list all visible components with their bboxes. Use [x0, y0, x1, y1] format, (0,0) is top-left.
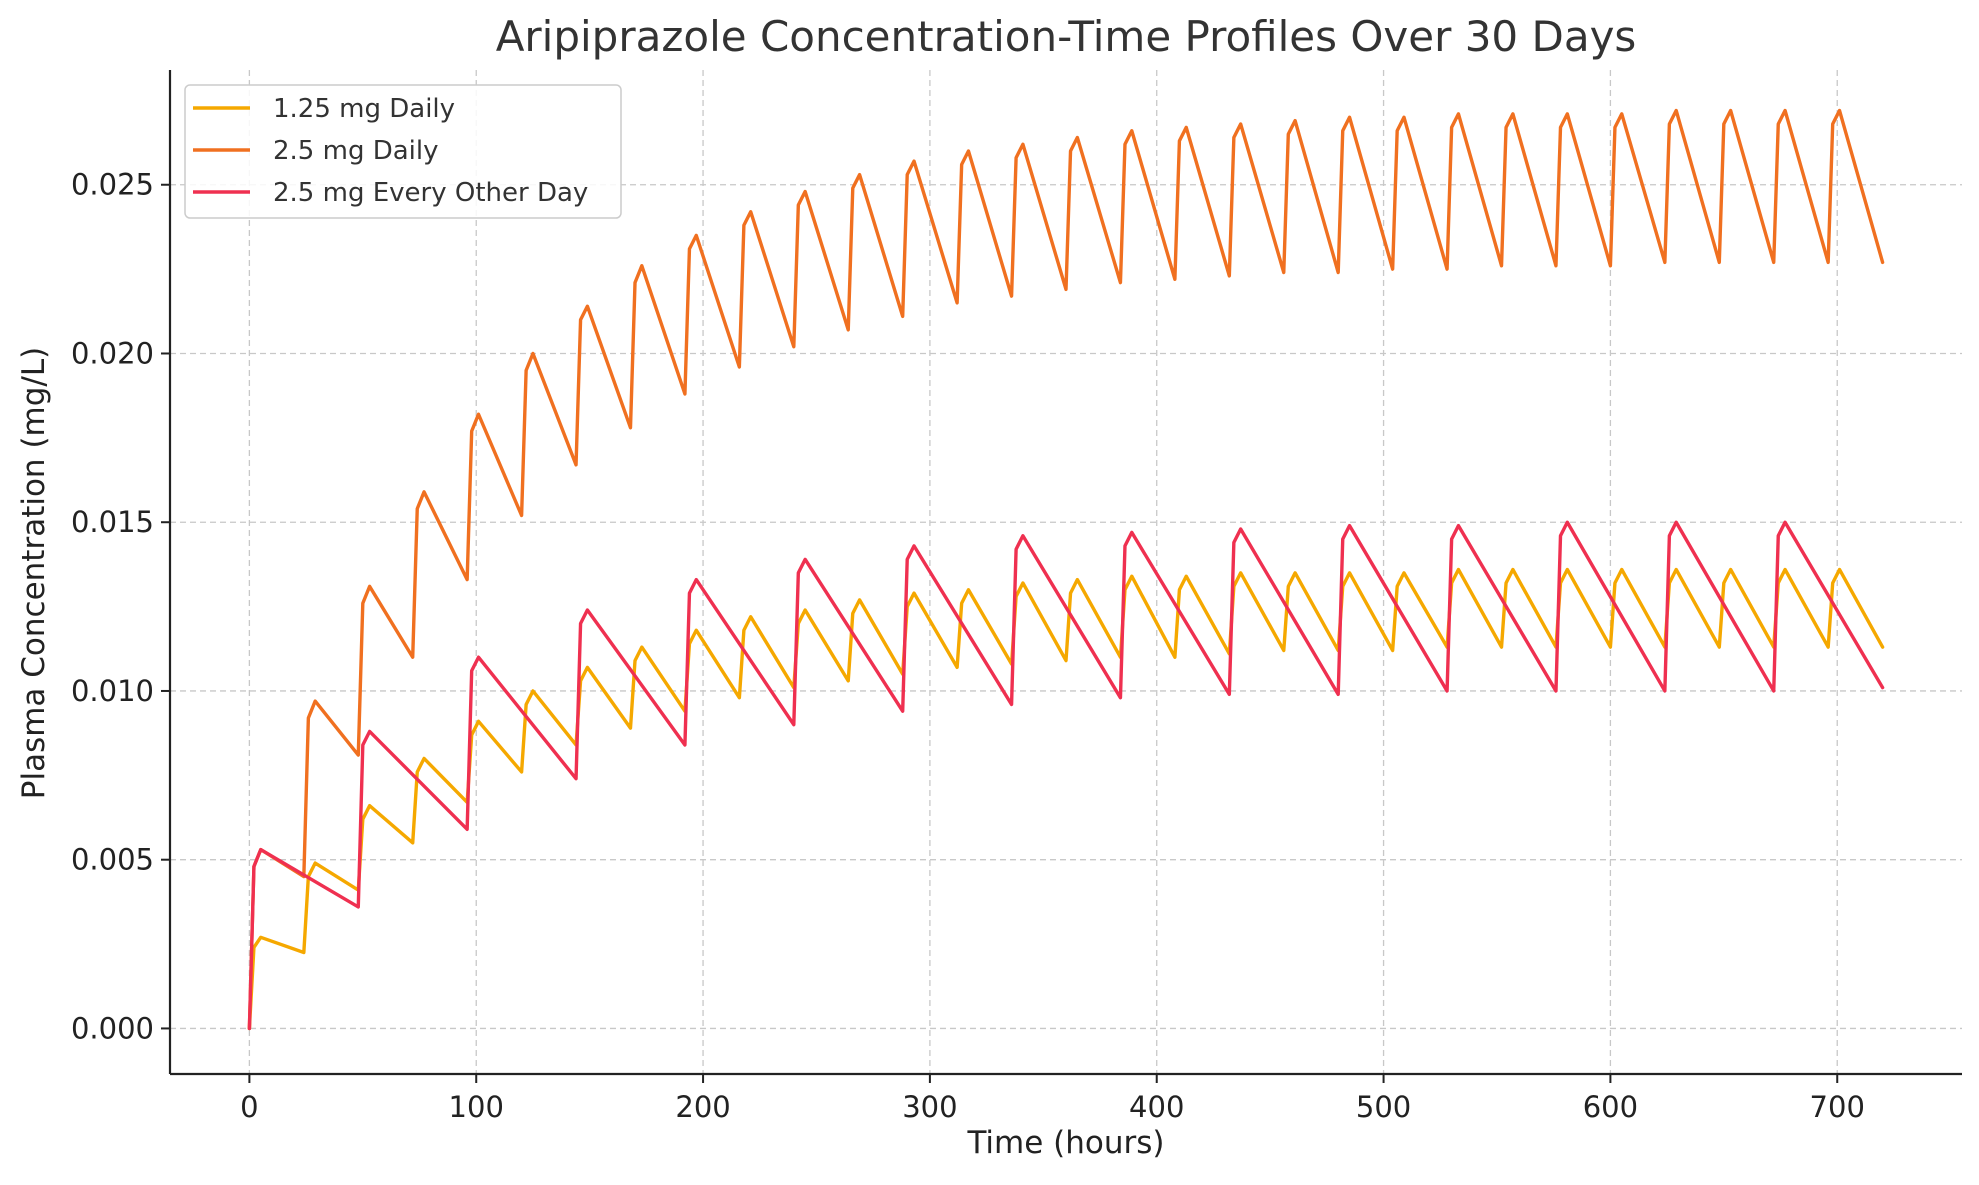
y-tick-label: 0.010: [71, 674, 154, 708]
y-tick-label: 0.000: [71, 1011, 154, 1045]
series-line-1: [247, 567, 1885, 1031]
x-tick-label: 500: [1356, 1090, 1411, 1124]
legend-label: 2.5 mg Daily: [273, 136, 439, 166]
y-tick-label: 0.025: [71, 168, 154, 202]
x-tick-label: 300: [902, 1090, 957, 1124]
series-line-2: [247, 108, 1885, 1031]
series-lines: [247, 108, 1885, 1031]
axes: [168, 70, 1962, 1076]
x-axis-label: Time (hours): [966, 1125, 1164, 1161]
x-tick-label: 100: [449, 1090, 504, 1124]
x-tick-label: 400: [1129, 1090, 1184, 1124]
x-axis-ticks: 0 100 200 300 400 500 600 700: [240, 1074, 1865, 1124]
x-tick-label: 0: [240, 1090, 258, 1124]
y-axis-label: Plasma Concentration (mg/L): [16, 347, 52, 799]
chart-title: Aripiprazole Concentration-Time Profiles…: [496, 12, 1637, 61]
y-axis-ticks: 0.000 0.005 0.010 0.015 0.020 0.025: [71, 168, 170, 1045]
y-tick-label: 0.005: [71, 843, 154, 877]
x-tick-label: 600: [1583, 1090, 1638, 1124]
y-tick-label: 0.015: [71, 505, 154, 539]
legend-label: 2.5 mg Every Other Day: [273, 178, 588, 208]
y-tick-label: 0.020: [71, 336, 154, 370]
series-line-3: [247, 520, 1885, 1031]
legend: 1.25 mg Daily 2.5 mg Daily 2.5 mg Every Ot…: [184, 84, 622, 219]
legend-label: 1.25 mg Daily: [273, 94, 455, 124]
legend-box: [184, 84, 622, 219]
x-tick-label: 700: [1810, 1090, 1865, 1124]
x-tick-label: 200: [675, 1090, 730, 1124]
grid: [170, 70, 1962, 1074]
